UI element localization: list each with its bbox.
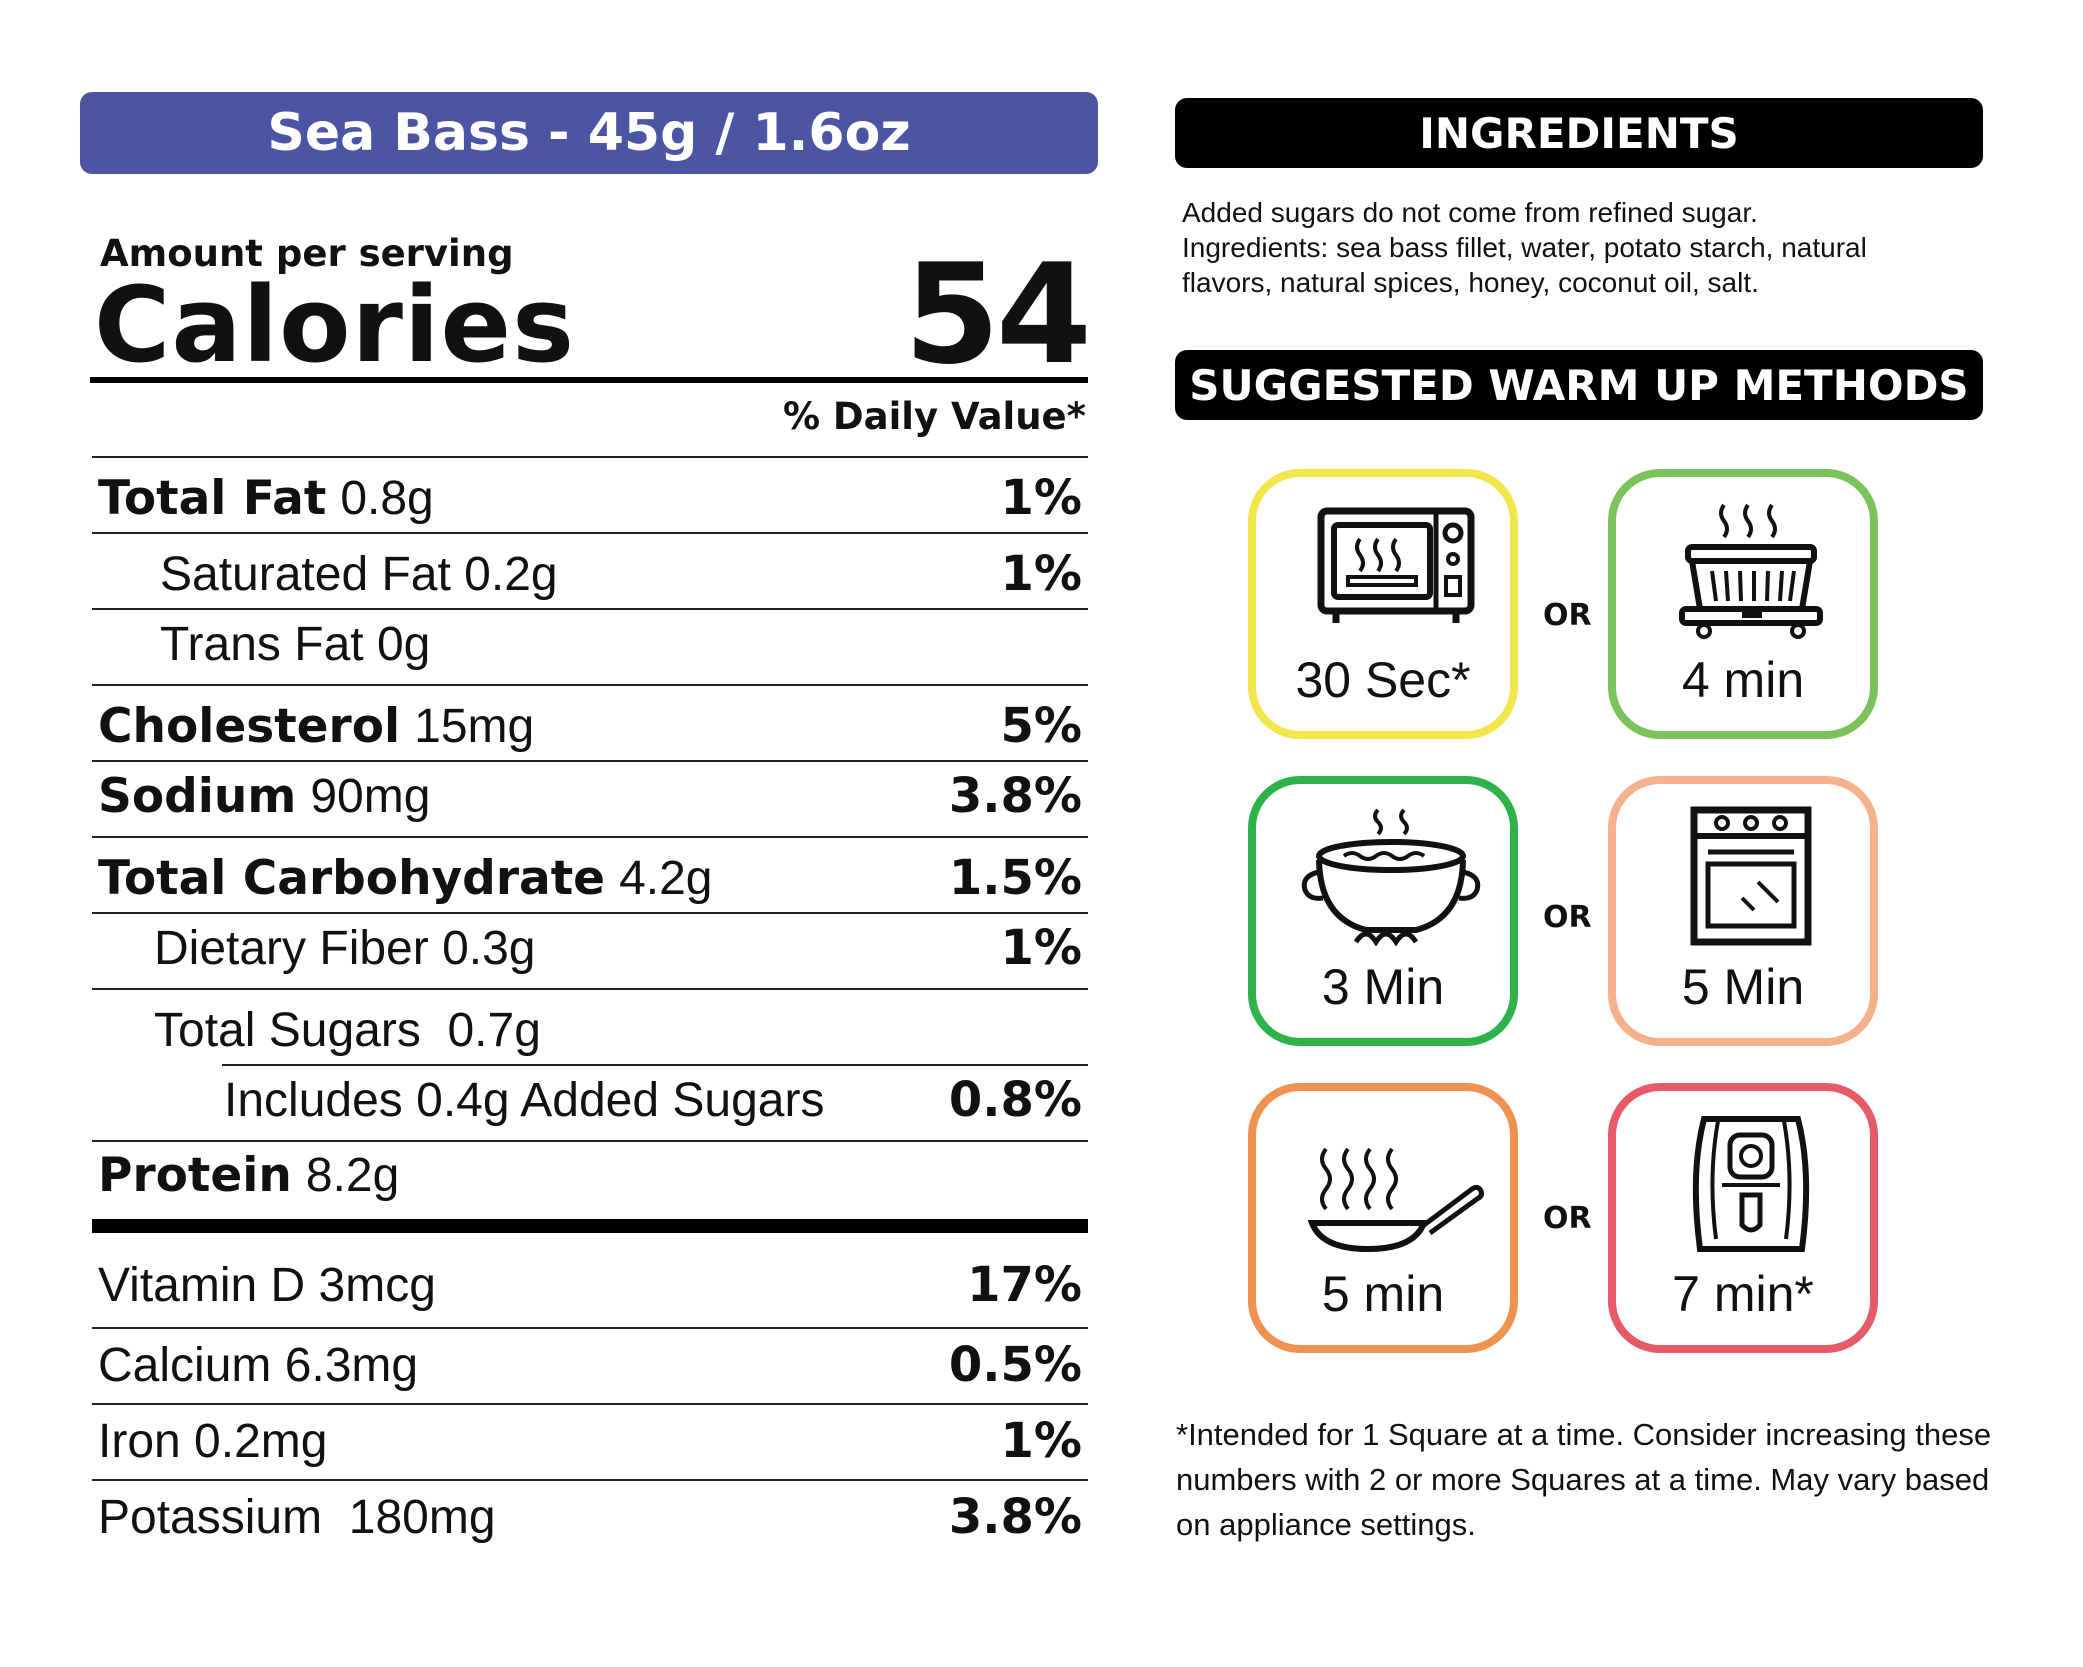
ingredients-heading: INGREDIENTS (1175, 98, 1983, 168)
nutrient-dv: 1% (1000, 470, 1083, 526)
warmup-heading: SUGGESTED WARM UP METHODS (1175, 350, 1983, 420)
vitamin-amount: Calcium 6.3mg (98, 1339, 419, 1392)
vitamin-row-d: Vitamin D 3mcg 17% (92, 1233, 1088, 1327)
nutrient-name: Total Fat (98, 471, 327, 526)
nutrient-amount: Saturated Fat 0.2g (160, 548, 558, 601)
vitamin-row-potassium: Potassium 180mg 3.8% (92, 1479, 1088, 1557)
nutrient-row-dietary-fiber: Dietary Fiber 0.3g 1% (92, 912, 1088, 990)
vitamin-dv: 3.8% (948, 1489, 1082, 1545)
nutrient-amount: Total Sugars 0.7g (154, 1004, 541, 1057)
method-steamer: 4 min (1608, 469, 1878, 739)
vitamin-row-calcium: Calcium 6.3mg 0.5% (92, 1327, 1088, 1405)
nutrient-row-protein: Protein 8.2g (92, 1140, 1088, 1221)
nutrient-row-added-sugars: Includes 0.4g Added Sugars 0.8% (222, 1064, 1088, 1142)
nutrient-amount: 90mg (310, 770, 431, 823)
nutrient-row-total-sugars: Total Sugars 0.7g (92, 988, 1088, 1066)
nutrient-amount: 0.8g (340, 472, 434, 525)
method-pan: 5 min (1248, 1083, 1518, 1353)
nutrient-dv: 1.5% (948, 850, 1082, 906)
warmup-footnote: *Intended for 1 Square at a time. Consid… (1176, 1417, 1992, 1542)
method-boil: 3 Min (1248, 776, 1518, 1046)
air-fryer-icon (1692, 1116, 1810, 1252)
nutrient-dv: 1% (1000, 920, 1083, 976)
method-time: 30 Sec* (1295, 652, 1471, 708)
method-time: 3 Min (1321, 959, 1445, 1015)
nutrient-name: Cholesterol (98, 699, 401, 754)
frying-pan-icon (1307, 1147, 1484, 1253)
or-label: OR (1543, 900, 1592, 935)
calories-divider (90, 377, 1088, 383)
vitamin-dv: 17% (967, 1257, 1082, 1313)
method-time: 4 min (1681, 652, 1805, 708)
daily-value-header: % Daily Value* (782, 395, 1086, 438)
nutrient-amount: Trans Fat 0g (160, 618, 431, 671)
nutrient-row-total-fat: Total Fat 0.8g 1% (92, 456, 1088, 534)
vitamin-row-iron: Iron 0.2mg 1% (92, 1403, 1088, 1481)
or-label: OR (1543, 598, 1592, 633)
nutrient-row-total-carbohydrate: Total Carbohydrate 4.2g 1.5% (92, 836, 1088, 914)
calories-value: 54 (903, 234, 1092, 395)
nutrient-row-trans-fat: Trans Fat 0g (92, 608, 1088, 686)
nutrient-amount: 4.2g (619, 852, 713, 905)
method-time: 5 Min (1681, 959, 1805, 1015)
nutrient-dv: 1% (1000, 546, 1083, 602)
nutrient-amount: Dietary Fiber 0.3g (154, 922, 536, 975)
method-microwave: 30 Sec* (1248, 469, 1518, 739)
protein-divider-thick (92, 1219, 1088, 1233)
nutrient-row-cholesterol: Cholesterol 15mg 5% (92, 684, 1088, 762)
nutrient-name: Total Carbohydrate (98, 851, 606, 906)
method-time: 7 min* (1672, 1266, 1814, 1322)
nutrient-amount: 8.2g (305, 1149, 400, 1202)
vitamin-dv: 0.5% (948, 1337, 1082, 1393)
calories-label: Calories (94, 264, 575, 386)
nutrient-name: Protein (98, 1148, 292, 1203)
nutrient-amount: 15mg (414, 700, 535, 753)
boiling-pot-icon (1301, 808, 1481, 946)
vitamin-amount: Vitamin D 3mcg (98, 1259, 436, 1312)
nutrient-row-saturated-fat: Saturated Fat 0.2g 1% (92, 532, 1088, 610)
oven-icon (1690, 806, 1812, 946)
nutrient-dv: 3.8% (948, 768, 1082, 824)
vitamin-amount: Potassium 180mg (98, 1491, 496, 1544)
microwave-icon (1317, 507, 1475, 623)
added-sugars-note: Added sugars do not come from refined su… (1182, 197, 1758, 228)
nutrient-amount: Includes 0.4g Added Sugars (224, 1074, 825, 1127)
ingredients-list: Ingredients: sea bass fillet, water, pot… (1182, 232, 1867, 298)
steamer-icon (1679, 503, 1823, 639)
product-title-bar: Sea Bass - 45g / 1.6oz (80, 92, 1098, 174)
method-time: 5 min (1321, 1266, 1445, 1322)
or-label: OR (1543, 1201, 1592, 1236)
nutrient-row-sodium: Sodium 90mg 3.8% (92, 760, 1088, 838)
method-air-fryer: 7 min* (1608, 1083, 1878, 1353)
nutrient-name: Sodium (98, 769, 297, 824)
method-oven: 5 Min (1608, 776, 1878, 1046)
vitamin-dv: 1% (1000, 1413, 1083, 1469)
nutrient-dv: 5% (1000, 698, 1083, 754)
vitamin-amount: Iron 0.2mg (98, 1415, 328, 1468)
nutrient-dv: 0.8% (948, 1072, 1082, 1128)
ingredients-text: Added sugars do not come from refined su… (1182, 195, 1942, 300)
amount-per-serving-label: Amount per serving (100, 232, 514, 275)
